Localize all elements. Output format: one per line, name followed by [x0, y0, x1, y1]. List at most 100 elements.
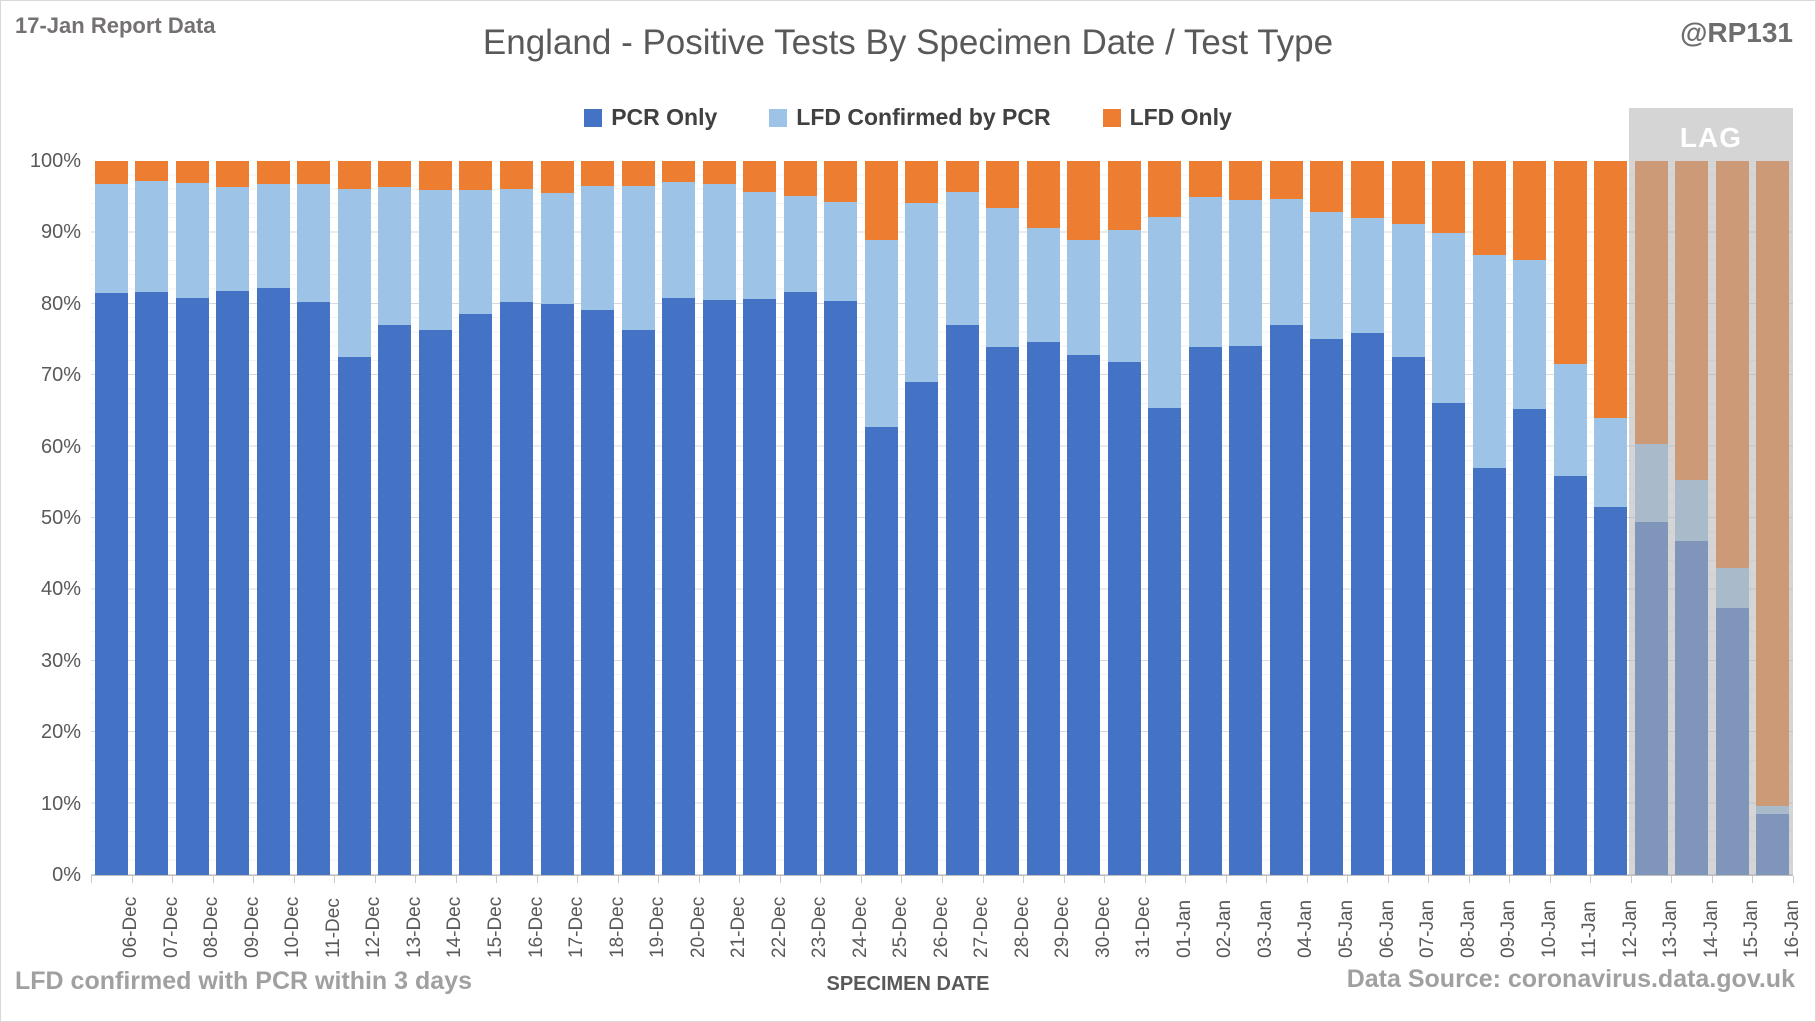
x-tick-mark: [1468, 876, 1470, 883]
bar-segment-pcr-only: [378, 325, 412, 875]
bar-segment-lfd-confirmed-by-pcr: [540, 193, 574, 304]
bar-segment-pcr-only: [297, 302, 331, 875]
x-tick-mark: [1752, 876, 1754, 883]
bar-22-Dec: [743, 161, 777, 875]
x-category-label: 22-Dec: [768, 896, 790, 958]
bar-31-Dec: [1107, 161, 1141, 875]
bar-segment-lfd-only: [1472, 161, 1506, 256]
bar-16-Dec: [500, 161, 533, 875]
bar-11-Dec: [297, 161, 331, 875]
x-tick-mark: [455, 876, 457, 883]
bar-segment-lfd-only: [1310, 161, 1344, 213]
bar-segment-lfd-only: [135, 161, 169, 182]
bar-24-Dec: [824, 161, 858, 875]
bar-segment-lfd-confirmed-by-pcr: [1026, 228, 1060, 342]
x-category-label: 28-Dec: [1011, 896, 1033, 958]
bar-segment-lfd-only: [783, 161, 817, 197]
bar-segment-lfd-confirmed-by-pcr: [1391, 223, 1425, 357]
x-tick-mark: [658, 876, 660, 883]
chart-title: England - Positive Tests By Specimen Dat…: [482, 23, 1334, 62]
bar-11-Jan: [1553, 161, 1587, 875]
bar-segment-lfd-only: [1188, 161, 1222, 198]
x-tick-mark: [820, 876, 822, 883]
bar-segment-lfd-only: [418, 161, 452, 191]
legend-item: PCR Only: [584, 104, 717, 131]
bar-segment-lfd-only: [1067, 161, 1101, 241]
bar-05-Jan: [1310, 161, 1344, 875]
bar-segment-lfd-only: [945, 161, 979, 192]
bar-segment-lfd-confirmed-by-pcr: [418, 190, 452, 331]
lag-overlay: LAG: [1628, 108, 1793, 875]
x-category-label: 16-Dec: [525, 896, 547, 958]
x-category-label: 11-Jan: [1579, 901, 1601, 958]
bar-segment-lfd-only: [175, 161, 209, 184]
bar-13-Dec: [378, 161, 412, 875]
x-category-label: 23-Dec: [809, 896, 831, 958]
x-tick-mark: [1104, 876, 1106, 883]
x-category-label: 03-Jan: [1254, 899, 1276, 958]
x-tick-mark: [1428, 876, 1430, 883]
bar-02-Jan: [1188, 161, 1222, 875]
bar-segment-lfd-only: [256, 161, 290, 184]
bar-segment-lfd-only: [1553, 161, 1587, 364]
bar-segment-lfd-only: [662, 161, 696, 183]
bar-segment-pcr-only: [1269, 325, 1303, 875]
x-tick-mark: [1711, 876, 1713, 883]
bar-segment-pcr-only: [1310, 338, 1344, 875]
bar-14-Dec: [418, 161, 452, 875]
bar-segment-pcr-only: [986, 346, 1020, 875]
bar-30-Dec: [1067, 161, 1101, 875]
bar-segment-pcr-only: [256, 288, 290, 875]
x-tick-mark: [1509, 876, 1511, 883]
bar-25-Dec: [864, 161, 898, 875]
bar-28-Dec: [986, 161, 1020, 875]
x-tick-mark: [536, 876, 538, 883]
x-tick-mark: [1266, 876, 1268, 883]
bar-segment-pcr-only: [1026, 341, 1060, 875]
bar-segment-lfd-only: [1432, 161, 1466, 234]
bar-segment-lfd-only: [905, 161, 939, 204]
bar-segment-lfd-only: [500, 161, 533, 189]
bar-21-Dec: [702, 161, 736, 875]
y-tick-label: 90%: [40, 221, 81, 244]
bar-segment-lfd-confirmed-by-pcr: [378, 186, 412, 326]
bar-23-Dec: [783, 161, 817, 875]
x-tick-mark: [293, 876, 295, 883]
bar-segment-lfd-confirmed-by-pcr: [1229, 199, 1263, 346]
bar-segment-pcr-only: [459, 313, 493, 875]
bar-segment-pcr-only: [216, 290, 250, 875]
bar-segment-lfd-confirmed-by-pcr: [1269, 198, 1303, 326]
bar-segment-pcr-only: [1432, 403, 1466, 875]
x-category-label: 08-Dec: [201, 896, 223, 958]
bar-segment-lfd-only: [1513, 161, 1547, 260]
x-tick-mark: [212, 876, 214, 883]
bar-03-Jan: [1229, 161, 1263, 875]
bar-segment-lfd-confirmed-by-pcr: [662, 182, 696, 299]
bar-segment-lfd-confirmed-by-pcr: [1067, 240, 1101, 355]
x-category-label: 30-Dec: [1092, 896, 1114, 958]
bar-segment-lfd-only: [581, 161, 615, 186]
x-category-label: 15-Jan: [1741, 899, 1763, 958]
x-category-label: 08-Jan: [1457, 899, 1479, 958]
x-category-label: 07-Dec: [160, 896, 182, 958]
bar-segment-pcr-only: [500, 302, 533, 875]
bar-segment-lfd-confirmed-by-pcr: [945, 191, 979, 325]
x-tick-mark: [1590, 876, 1592, 883]
x-tick-mark: [860, 876, 862, 883]
y-tick-label: 60%: [40, 435, 81, 458]
bar-segment-lfd-only: [540, 161, 574, 194]
x-category-label: 13-Dec: [403, 896, 425, 958]
bar-segment-lfd-only: [216, 161, 250, 187]
legend: PCR Only LFD Confirmed by PCR LFD Only: [1, 104, 1815, 131]
bar-01-Jan: [1148, 161, 1182, 875]
bar-segment-lfd-only: [1026, 161, 1060, 229]
y-tick-label: 20%: [40, 721, 81, 744]
x-tick-mark: [1793, 876, 1794, 883]
bar-segment-lfd-confirmed-by-pcr: [1432, 233, 1466, 404]
bar-17-Dec: [540, 161, 574, 875]
bar-segment-pcr-only: [702, 300, 736, 875]
bar-segment-pcr-only: [418, 330, 452, 875]
bar-segment-lfd-confirmed-by-pcr: [1107, 229, 1141, 362]
x-tick-mark: [91, 876, 92, 883]
